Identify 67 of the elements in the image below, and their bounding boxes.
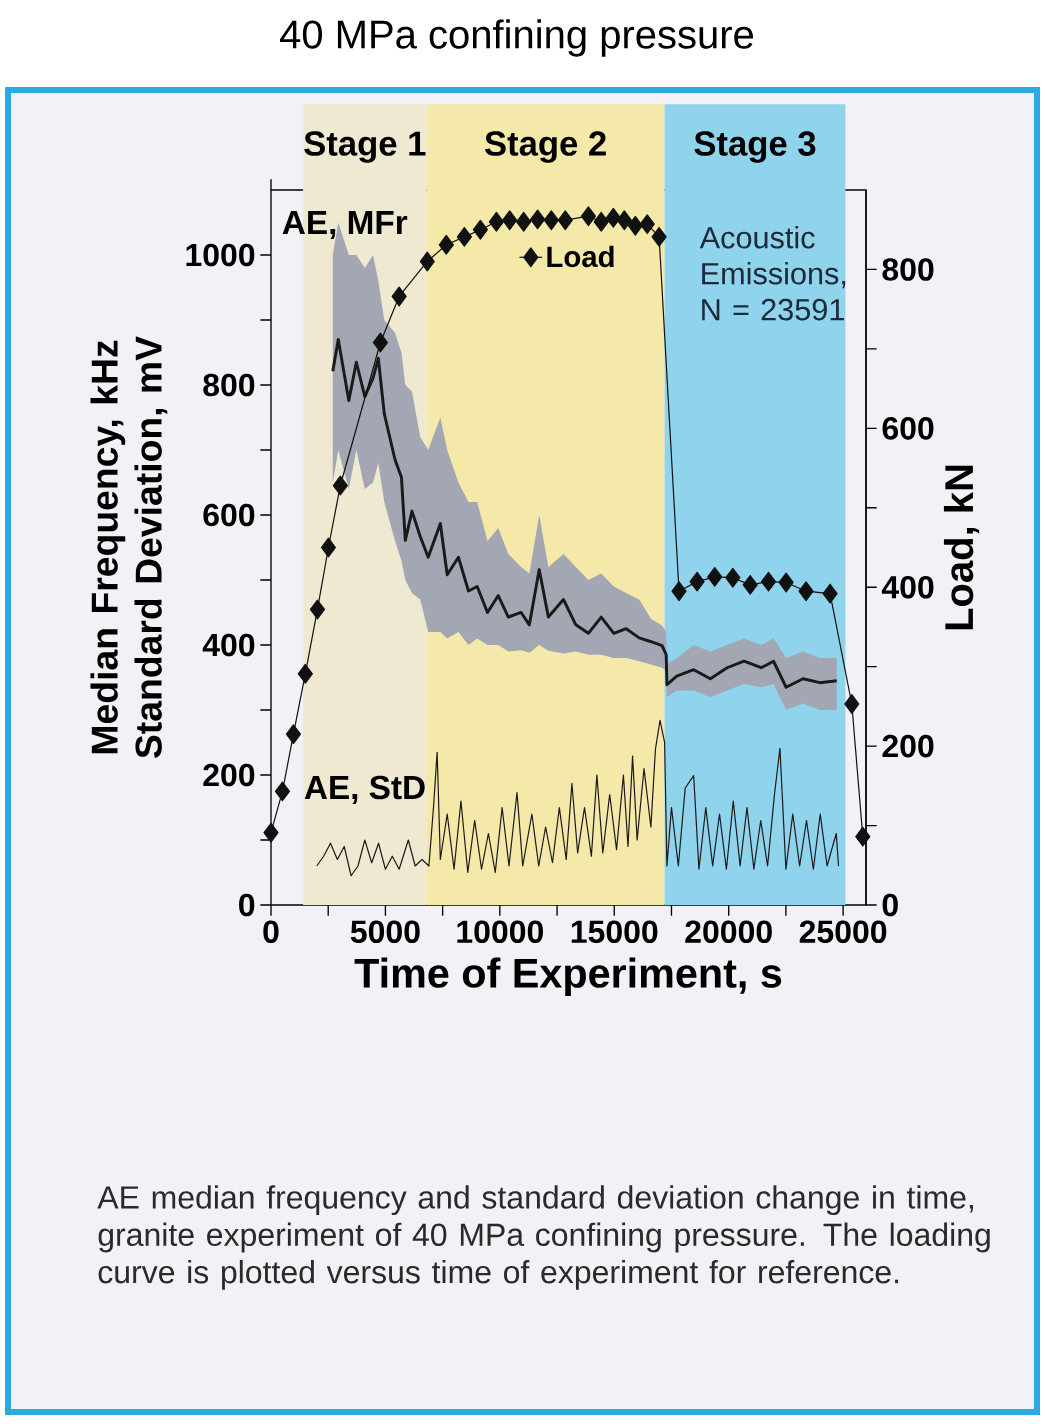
y2-tick-label: 600 — [882, 417, 934, 440]
band-label: Stage 1 — [304, 131, 426, 163]
y-tick-label: 800 — [203, 373, 255, 397]
point — [855, 826, 871, 847]
point — [516, 211, 532, 232]
point — [798, 581, 814, 602]
point — [616, 210, 632, 231]
y-tick-label: 1000 — [186, 243, 255, 267]
point — [419, 251, 435, 272]
point — [285, 724, 302, 745]
line-series — [331, 338, 839, 689]
y2-tick-label: 0 — [882, 893, 898, 917]
point — [627, 215, 643, 236]
x-tick-label: 5000 — [350, 920, 420, 944]
point — [593, 211, 609, 232]
annotation: Acoustic Emissions, N = 23591 — [699, 226, 846, 321]
point — [671, 581, 687, 602]
y-axis-title: Median Frequency, kHz Standard Deviation, mV — [90, 336, 168, 759]
y-tick-label: 600 — [203, 503, 255, 527]
point — [297, 663, 313, 684]
y2-axis-title: Load, kN — [943, 465, 980, 630]
point — [332, 475, 348, 496]
point — [580, 206, 597, 227]
point — [557, 210, 573, 231]
x-axis-title: Time of Experiment, s — [354, 957, 782, 997]
point — [689, 571, 705, 592]
point — [742, 574, 758, 595]
point — [844, 694, 860, 714]
point — [438, 234, 454, 255]
annotation: AE, MFr — [282, 210, 408, 240]
x-tick-label: 0 — [263, 920, 279, 944]
point — [778, 572, 794, 593]
y-tick-label: 0 — [239, 893, 255, 917]
point — [543, 210, 559, 231]
band-label: Stage 2 — [484, 131, 606, 163]
legend-label: Load — [547, 245, 614, 268]
point — [488, 211, 505, 232]
y2-tick-label: 400 — [881, 575, 934, 599]
point — [502, 210, 518, 231]
x-tick-label: 15000 — [571, 920, 658, 944]
point — [707, 566, 723, 587]
y2-tick-label: 200 — [882, 734, 934, 758]
point — [639, 214, 655, 235]
point — [320, 537, 337, 558]
point — [530, 209, 546, 230]
chart-title: 40 MPa confining pressure — [280, 19, 754, 57]
point — [725, 567, 741, 588]
point — [472, 219, 488, 240]
y2-tick-label: 800 — [882, 258, 934, 281]
band-label: Stage 3 — [694, 131, 816, 163]
x-tick-label: 20000 — [685, 920, 772, 944]
point — [456, 226, 472, 247]
point — [309, 599, 326, 620]
y-tick-label: 200 — [203, 763, 255, 787]
point — [651, 226, 667, 247]
point — [605, 207, 621, 228]
point — [274, 781, 291, 802]
x-tick-label: 10000 — [457, 920, 543, 944]
annotation: AE, StD — [304, 775, 425, 805]
text: AE median frequency and standard deviation change in time, granite experiment of 40 MPa confining pressure. The loading curve is plotted versus time of experiment for reference. — [97, 1185, 990, 1290]
point — [822, 583, 838, 604]
point — [372, 332, 388, 353]
point — [760, 571, 777, 592]
y-tick-label: 400 — [202, 633, 255, 657]
point — [391, 286, 407, 307]
point — [263, 822, 279, 843]
x-tick-label: 25000 — [799, 920, 887, 944]
